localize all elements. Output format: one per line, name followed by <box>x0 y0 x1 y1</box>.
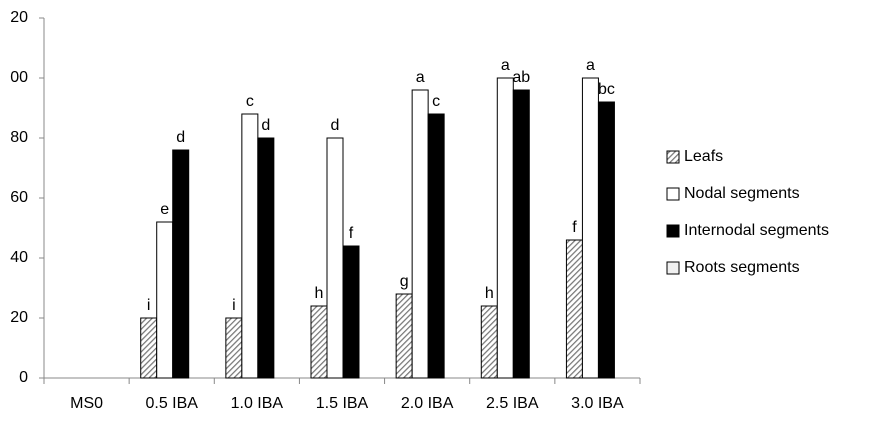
bar <box>496 77 514 379</box>
x-tick-label: 1.5 IBA <box>316 395 369 412</box>
y-tick-label: 20 <box>10 309 28 326</box>
bar <box>172 149 190 379</box>
y-tick-label: 60 <box>10 189 28 206</box>
x-tick-label: 2.0 IBA <box>401 395 454 412</box>
letter-label: a <box>416 69 425 86</box>
letter-label: d <box>261 117 270 134</box>
letter-label: c <box>246 93 254 110</box>
letter-label: c <box>432 93 440 110</box>
letter-label: g <box>400 273 409 290</box>
bar <box>310 305 328 379</box>
letter-label: d <box>176 129 185 146</box>
x-tick-label: MS0 <box>70 395 103 412</box>
letter-label: e <box>160 201 169 218</box>
legend-label: Nodal segments <box>684 185 800 202</box>
legend-swatch <box>666 224 680 238</box>
bar <box>140 317 158 379</box>
legend-swatch <box>666 187 680 201</box>
bar <box>581 77 599 379</box>
letter-label: h <box>315 285 324 302</box>
legend-label: Roots segments <box>684 259 800 276</box>
letter-label: a <box>586 57 595 74</box>
bar <box>411 89 429 379</box>
bar <box>480 305 498 379</box>
bar <box>156 221 174 379</box>
bar <box>257 137 275 379</box>
bar <box>565 239 583 379</box>
bar <box>512 89 530 379</box>
letter-label: bc <box>598 81 615 98</box>
legend-label: Internodal segments <box>684 222 829 239</box>
legend-swatch <box>666 261 680 275</box>
legend-label: Leafs <box>684 148 723 165</box>
y-tick-label: 0 <box>19 369 28 386</box>
bar <box>342 245 360 379</box>
y-tick-label: 40 <box>10 249 28 266</box>
letter-label: ab <box>512 69 530 86</box>
bar <box>597 101 615 379</box>
y-tick-label: 20 <box>10 9 28 26</box>
y-tick-label: 00 <box>10 69 28 86</box>
letter-label: f <box>572 219 577 236</box>
x-tick-label: 0.5 IBA <box>145 395 198 412</box>
letter-label: i <box>147 297 151 314</box>
x-tick-label: 2.5 IBA <box>486 395 539 412</box>
letter-label: a <box>501 57 510 74</box>
bar <box>225 317 243 379</box>
legend-swatch <box>666 150 680 164</box>
letter-label: d <box>331 117 340 134</box>
bar <box>326 137 344 379</box>
x-tick-label: 3.0 IBA <box>571 395 624 412</box>
letter-label: i <box>232 297 236 314</box>
bar <box>395 293 413 379</box>
bar <box>241 113 259 379</box>
letter-label: f <box>349 225 354 242</box>
x-tick-label: 1.0 IBA <box>231 395 284 412</box>
bar <box>427 113 445 379</box>
letter-label: h <box>485 285 494 302</box>
y-tick-label: 80 <box>10 129 28 146</box>
